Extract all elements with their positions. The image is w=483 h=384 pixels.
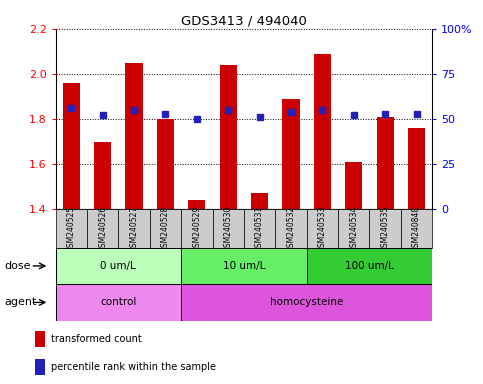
Text: GSM240535: GSM240535 xyxy=(381,205,390,252)
Bar xyxy=(213,209,244,248)
Text: 100 um/L: 100 um/L xyxy=(345,261,394,271)
Text: GSM240526: GSM240526 xyxy=(98,205,107,252)
Bar xyxy=(338,209,369,248)
Bar xyxy=(314,54,331,209)
Bar xyxy=(56,248,181,284)
Text: GSM240534: GSM240534 xyxy=(349,205,358,252)
Bar xyxy=(157,119,174,209)
Bar xyxy=(283,99,299,209)
Text: control: control xyxy=(100,297,137,308)
Bar xyxy=(307,209,338,248)
Text: 10 um/L: 10 um/L xyxy=(223,261,265,271)
Bar xyxy=(56,209,87,248)
Bar xyxy=(94,142,111,209)
Bar xyxy=(244,209,275,248)
Text: GSM240528: GSM240528 xyxy=(161,205,170,252)
Bar xyxy=(401,209,432,248)
Bar xyxy=(188,200,205,209)
Text: percentile rank within the sample: percentile rank within the sample xyxy=(52,362,216,372)
Text: transformed count: transformed count xyxy=(52,334,142,344)
Text: GSM240529: GSM240529 xyxy=(192,205,201,252)
Text: 0 um/L: 0 um/L xyxy=(100,261,136,271)
Bar xyxy=(275,209,307,248)
Bar xyxy=(181,248,307,284)
Text: GSM240530: GSM240530 xyxy=(224,205,233,252)
Text: GSM240531: GSM240531 xyxy=(255,205,264,252)
Bar xyxy=(150,209,181,248)
Bar xyxy=(35,331,45,347)
Bar xyxy=(63,83,80,209)
Bar xyxy=(56,284,181,321)
Text: dose: dose xyxy=(5,261,31,271)
Bar xyxy=(35,359,45,375)
Text: GSM240525: GSM240525 xyxy=(67,205,76,252)
Bar xyxy=(118,209,150,248)
Title: GDS3413 / 494040: GDS3413 / 494040 xyxy=(181,15,307,28)
Bar xyxy=(220,65,237,209)
Text: agent: agent xyxy=(5,297,37,308)
Bar xyxy=(181,284,432,321)
Bar xyxy=(345,162,362,209)
Text: GSM240848: GSM240848 xyxy=(412,205,421,252)
Text: homocysteine: homocysteine xyxy=(270,297,343,308)
Bar xyxy=(87,209,118,248)
Bar xyxy=(126,63,142,209)
Bar xyxy=(251,194,268,209)
Text: GSM240533: GSM240533 xyxy=(318,205,327,252)
Bar xyxy=(181,209,213,248)
Bar xyxy=(307,248,432,284)
Text: GSM240532: GSM240532 xyxy=(286,205,296,252)
Bar xyxy=(377,117,394,209)
Bar xyxy=(369,209,401,248)
Bar xyxy=(408,128,425,209)
Text: GSM240527: GSM240527 xyxy=(129,205,139,252)
